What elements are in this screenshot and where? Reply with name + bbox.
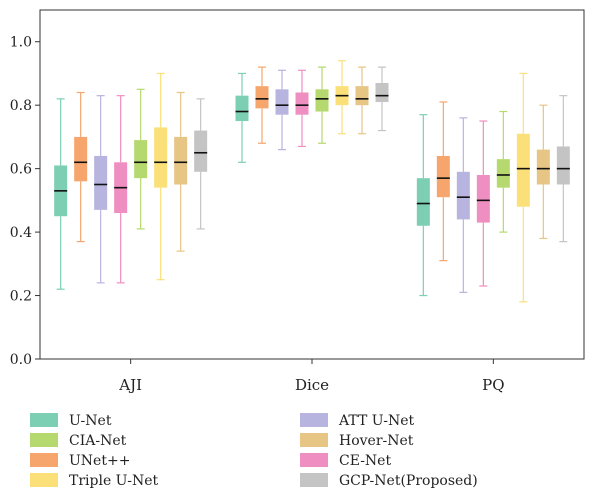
iqr-box bbox=[496, 159, 510, 188]
y-tick-label: 0.4 bbox=[10, 225, 32, 241]
box-triple-u-net-pq bbox=[516, 72, 530, 303]
box-gcp-net-proposed--aji bbox=[194, 98, 208, 230]
legend-label: Hover-Net bbox=[339, 433, 414, 449]
iqr-box bbox=[154, 127, 168, 188]
iqr-box bbox=[94, 155, 108, 210]
iqr-box bbox=[416, 178, 430, 226]
box-hover-net-pq bbox=[536, 104, 550, 240]
box-groups bbox=[54, 60, 570, 303]
iqr-box bbox=[436, 155, 450, 198]
y-tick-label: 0.6 bbox=[10, 162, 32, 178]
legend-label: ATT U-Net bbox=[338, 413, 415, 429]
iqr-box bbox=[536, 149, 550, 185]
legend-label: Triple U-Net bbox=[69, 473, 159, 489]
x-axis: AJI Dice PQ bbox=[118, 359, 505, 394]
box-ce-net-pq bbox=[476, 120, 490, 287]
iqr-box bbox=[476, 174, 490, 223]
legend-label: CIA-Net bbox=[69, 433, 127, 449]
iqr-box bbox=[134, 140, 148, 179]
legend-swatch bbox=[30, 433, 58, 447]
legend-swatch bbox=[300, 453, 328, 467]
iqr-box bbox=[255, 86, 269, 109]
legend-label: U-Net bbox=[69, 413, 112, 429]
iqr-box bbox=[556, 146, 570, 185]
legend-swatch bbox=[300, 413, 328, 427]
box-cia-net-dice bbox=[315, 66, 329, 144]
box-u-net-aji bbox=[54, 98, 68, 290]
iqr-box bbox=[74, 136, 88, 182]
iqr-box bbox=[516, 133, 530, 207]
box-ce-net-dice bbox=[295, 69, 309, 148]
box-u-net-dice bbox=[235, 72, 249, 163]
legend-swatch bbox=[300, 433, 328, 447]
box-ce-net-aji bbox=[114, 95, 128, 284]
iqr-box bbox=[295, 92, 309, 115]
box-gcp-net-proposed--pq bbox=[556, 95, 570, 243]
legend-swatch bbox=[30, 413, 58, 427]
legend-label: UNet++ bbox=[69, 453, 130, 469]
box-cia-net-aji bbox=[134, 88, 148, 230]
x-tick-label: AJI bbox=[118, 376, 142, 394]
iqr-box bbox=[174, 136, 188, 185]
iqr-box bbox=[235, 95, 249, 122]
box-unet--aji bbox=[74, 91, 88, 243]
box-gcp-net-proposed--dice bbox=[375, 66, 389, 132]
box-cia-net-pq bbox=[496, 110, 510, 233]
iqr-box bbox=[194, 130, 208, 172]
box-hover-net-aji bbox=[174, 91, 188, 252]
legend-label: CE-Net bbox=[339, 453, 391, 469]
box-hover-net-dice bbox=[355, 66, 369, 135]
box-unet--pq bbox=[436, 101, 450, 262]
legend-label: GCP-Net(Proposed) bbox=[339, 473, 478, 489]
iqr-box bbox=[315, 89, 329, 112]
box-att-u-net-aji bbox=[94, 95, 108, 284]
y-tick-label: 0.8 bbox=[10, 98, 32, 114]
box-triple-u-net-aji bbox=[154, 72, 168, 281]
box-triple-u-net-dice bbox=[335, 60, 349, 135]
x-tick-label: Dice bbox=[295, 376, 329, 394]
y-axis: 0.0 0.2 0.4 0.6 0.8 1.0 bbox=[10, 35, 40, 368]
box-u-net-pq bbox=[416, 114, 430, 297]
x-tick-label: PQ bbox=[482, 376, 504, 394]
legend-swatch bbox=[30, 473, 58, 487]
legend-swatch bbox=[30, 453, 58, 467]
y-tick-label: 1.0 bbox=[10, 35, 32, 51]
legend: U-Net CIA-Net UNet++ Triple U-Net ATT U-Net H… bbox=[30, 413, 478, 489]
iqr-box bbox=[355, 86, 369, 106]
iqr-box bbox=[375, 82, 389, 103]
legend-swatch bbox=[300, 473, 328, 487]
y-tick-label: 0.2 bbox=[10, 289, 32, 305]
box-att-u-net-pq bbox=[456, 117, 470, 293]
iqr-box bbox=[275, 89, 289, 115]
box-att-u-net-dice bbox=[275, 69, 289, 151]
iqr-box bbox=[456, 171, 470, 220]
box-unet--dice bbox=[255, 66, 269, 144]
y-tick-label: 0.0 bbox=[10, 352, 32, 368]
